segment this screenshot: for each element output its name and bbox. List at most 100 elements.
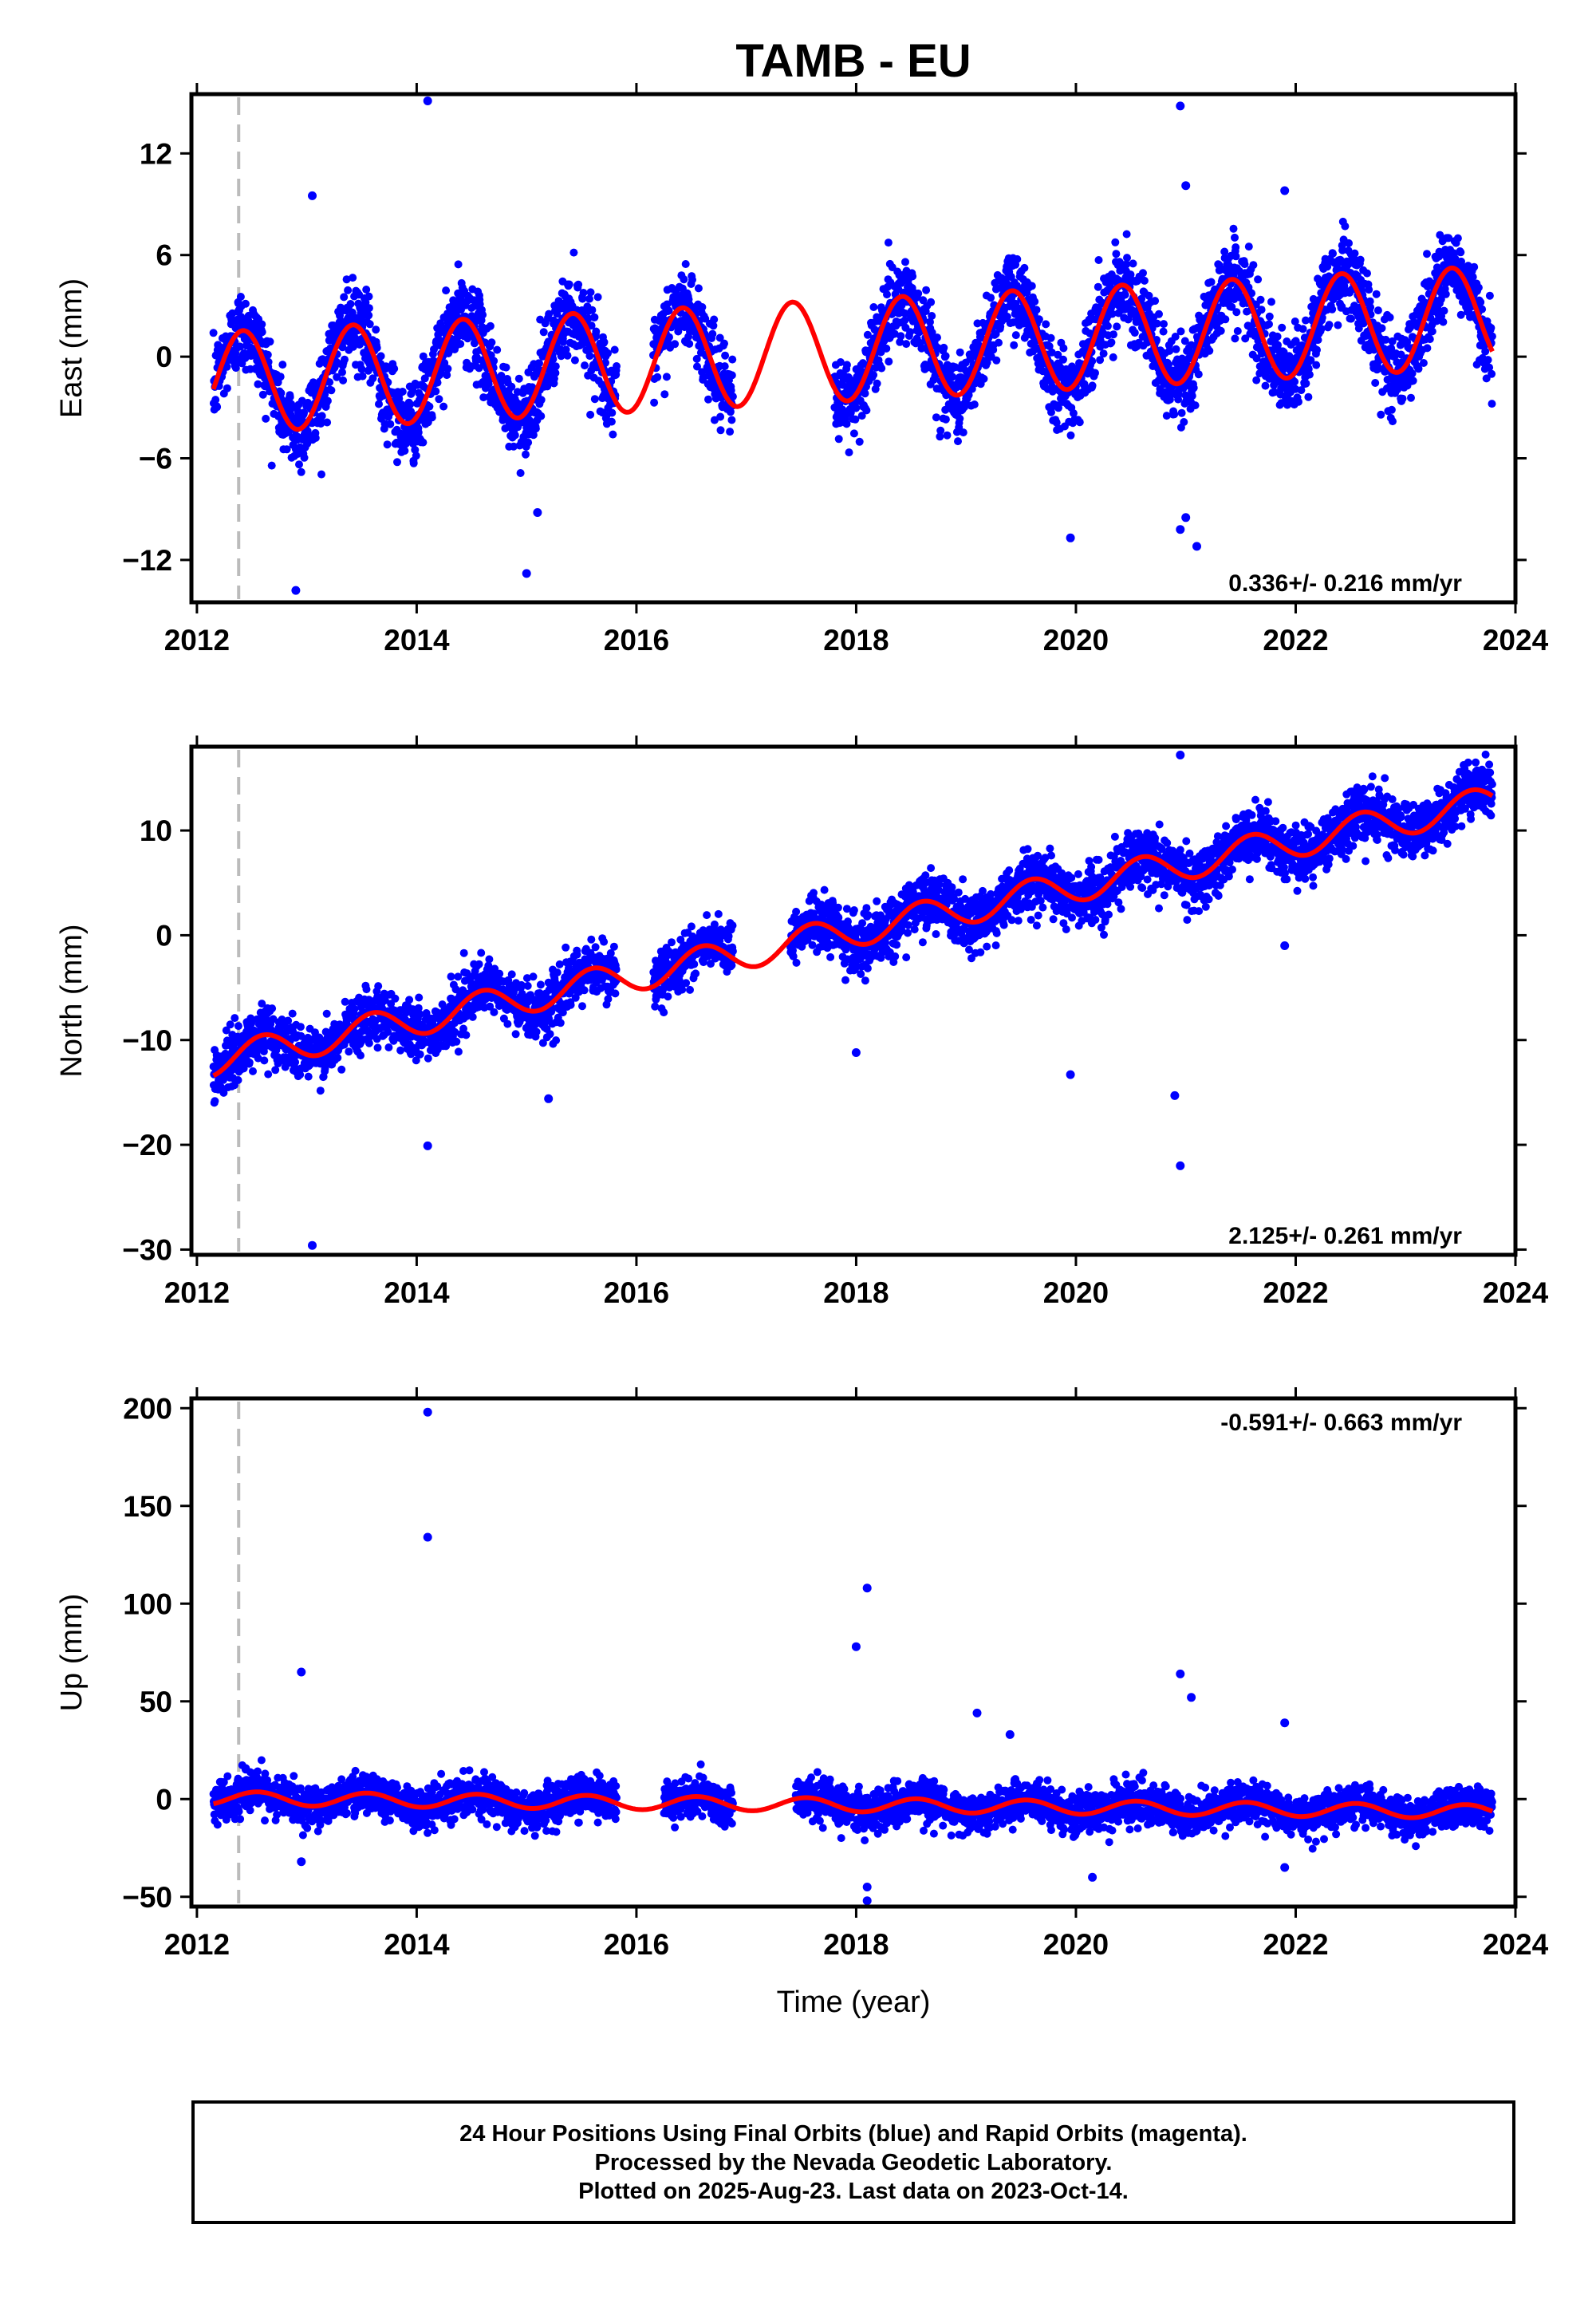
data-point <box>581 361 589 370</box>
x-tick-label: 2012 <box>164 624 230 657</box>
data-point <box>236 293 245 301</box>
data-point <box>511 1030 520 1039</box>
data-point <box>698 303 707 311</box>
y-tick-label: 12 <box>140 137 172 170</box>
data-point <box>322 1009 331 1018</box>
data-point <box>522 569 531 578</box>
data-point <box>282 445 291 454</box>
data-point <box>709 321 718 330</box>
data-point <box>964 391 973 400</box>
data-point <box>456 340 465 349</box>
data-point <box>493 345 502 354</box>
data-point <box>316 1087 325 1095</box>
data-point <box>211 396 220 404</box>
data-point <box>681 260 690 268</box>
data-point <box>1129 259 1137 268</box>
data-point <box>341 355 349 364</box>
data-point <box>516 469 525 477</box>
data-point <box>680 275 688 284</box>
data-point <box>459 948 468 957</box>
data-point <box>995 338 1003 347</box>
data-point <box>869 371 878 379</box>
data-point <box>268 1004 277 1013</box>
data-point <box>447 972 455 981</box>
data-point <box>439 402 448 411</box>
data-point <box>569 248 578 257</box>
data-point <box>1456 248 1465 257</box>
x-tick-label: 2022 <box>1263 624 1328 657</box>
data-point <box>956 348 964 357</box>
data-point <box>1298 325 1307 333</box>
data-point <box>1488 369 1496 378</box>
data-point <box>529 431 538 440</box>
data-point <box>362 985 371 994</box>
data-point <box>943 431 952 440</box>
data-point <box>537 412 546 420</box>
data-point <box>415 993 424 1002</box>
data-point <box>532 1027 541 1036</box>
data-point <box>1112 250 1121 258</box>
data-point <box>987 294 995 302</box>
data-point <box>342 275 351 284</box>
data-point <box>533 508 542 517</box>
data-point <box>323 418 332 427</box>
data-point <box>487 338 496 347</box>
data-point <box>1010 341 1019 349</box>
data-point <box>477 948 486 957</box>
data-point <box>398 388 407 396</box>
data-point <box>1267 298 1275 306</box>
data-point <box>338 343 347 352</box>
data-point <box>383 440 392 449</box>
data-point <box>956 414 964 423</box>
data-point <box>593 293 602 302</box>
data-point <box>358 372 367 381</box>
data-point <box>226 1020 234 1029</box>
data-point <box>1194 370 1203 379</box>
data-point <box>1107 338 1116 347</box>
data-point <box>940 343 948 352</box>
data-point <box>1487 324 1496 332</box>
data-point <box>223 384 231 392</box>
data-point <box>1312 361 1321 369</box>
data-point <box>926 317 934 326</box>
data-point <box>454 1047 463 1056</box>
data-point <box>1425 335 1434 344</box>
x-tick-label: 2018 <box>823 624 889 657</box>
data-point <box>588 306 597 314</box>
data-point <box>845 448 853 457</box>
data-point <box>928 312 936 320</box>
data-point <box>490 1008 499 1016</box>
data-point <box>1180 418 1188 426</box>
scatter-points <box>209 97 1496 595</box>
data-point <box>553 968 562 977</box>
data-point <box>1013 254 1022 263</box>
data-point <box>574 280 583 289</box>
data-point <box>671 340 680 349</box>
data-point <box>914 289 923 298</box>
data-point <box>1366 303 1375 312</box>
data-point <box>578 294 587 303</box>
data-point <box>1441 290 1450 298</box>
data-point <box>704 395 712 404</box>
data-point <box>970 400 979 408</box>
data-point <box>1244 243 1253 251</box>
data-point <box>570 356 579 365</box>
x-tick-label: 2024 <box>1483 624 1549 657</box>
data-point <box>849 429 858 438</box>
data-point <box>539 328 548 337</box>
data-point <box>842 420 851 428</box>
data-point <box>873 379 881 388</box>
data-point <box>1476 298 1485 306</box>
data-point <box>495 969 504 978</box>
data-point <box>992 356 1001 365</box>
data-point <box>497 377 506 386</box>
data-point <box>553 310 562 318</box>
data-point <box>1192 542 1201 551</box>
data-point <box>236 342 245 351</box>
data-point <box>586 410 595 419</box>
data-point <box>1094 256 1103 264</box>
data-point <box>396 1046 405 1055</box>
data-point <box>350 1004 359 1013</box>
data-point <box>1113 322 1121 331</box>
